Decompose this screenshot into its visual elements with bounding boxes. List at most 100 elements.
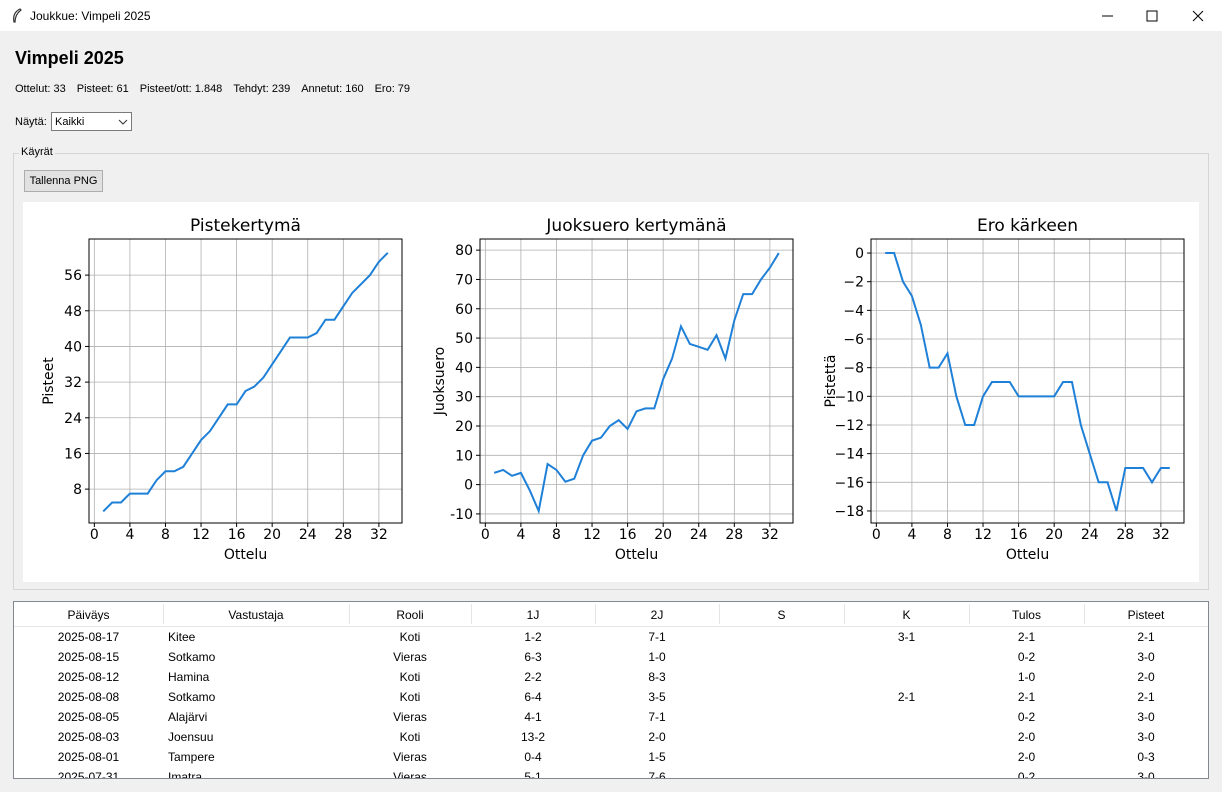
table-cell: 0-4 xyxy=(471,749,595,765)
x-tick-label: 32 xyxy=(370,527,388,543)
column-separator xyxy=(349,604,350,624)
y-tick-label: 32 xyxy=(64,375,82,391)
y-tick-label: −6 xyxy=(843,332,864,348)
x-tick-label: 16 xyxy=(619,527,637,543)
column-header: Rooli xyxy=(349,607,471,623)
column-header: Pisteet xyxy=(1084,607,1208,623)
column-header: K xyxy=(844,607,969,623)
table-cell: 2-1 xyxy=(969,689,1084,705)
table-cell: 0-2 xyxy=(969,709,1084,725)
y-tick-label: 10 xyxy=(455,448,473,464)
column-separator xyxy=(844,604,845,624)
data-line xyxy=(494,253,779,511)
column-header: Tulos xyxy=(969,607,1084,623)
table-cell: 13-2 xyxy=(471,729,595,745)
axes-frame xyxy=(89,239,402,523)
stat: Ero: 79 xyxy=(375,83,410,95)
y-tick-label: −4 xyxy=(843,303,864,319)
x-tick-label: 8 xyxy=(161,527,170,543)
x-tick-label: 0 xyxy=(90,527,99,543)
table-cell: 2025-08-03 xyxy=(14,729,163,745)
title-bar: Joukkue: Vimpeli 2025 xyxy=(0,0,1222,31)
table-cell: 1-2 xyxy=(471,629,595,645)
y-tick-label: −18 xyxy=(834,504,864,520)
x-tick-label: 0 xyxy=(481,527,490,543)
y-tick-label: -10 xyxy=(450,507,473,523)
x-tick-label: 20 xyxy=(263,527,281,543)
table-cell: 2-0 xyxy=(969,749,1084,765)
y-tick-label: 50 xyxy=(455,331,473,347)
table-cell: 0-3 xyxy=(1084,749,1208,765)
y-axis-label: Juoksuero xyxy=(432,347,448,416)
column-header: 1J xyxy=(471,607,595,623)
y-tick-label: 24 xyxy=(64,411,82,427)
table-cell: 2-1 xyxy=(969,629,1084,645)
table-cell: 2025-08-15 xyxy=(14,649,163,665)
x-tick-label: 28 xyxy=(725,527,743,543)
stat: Pisteet: 61 xyxy=(77,83,129,95)
x-tick-label: 24 xyxy=(690,527,708,543)
y-tick-label: −16 xyxy=(834,475,864,491)
x-tick-label: 4 xyxy=(125,527,134,543)
table-cell: Sotkamo xyxy=(168,649,354,665)
x-tick-label: 4 xyxy=(516,527,525,543)
y-tick-label: 60 xyxy=(455,302,473,318)
y-tick-label: −2 xyxy=(843,275,864,291)
axes-frame xyxy=(480,239,793,523)
data-line xyxy=(885,253,1170,511)
column-header: 2J xyxy=(595,607,719,623)
x-tick-label: 16 xyxy=(228,527,246,543)
table-cell: 7-1 xyxy=(595,629,719,645)
table-cell: Vieras xyxy=(349,749,471,765)
column-header: Päiväys xyxy=(14,607,163,623)
save-button[interactable]: Tallenna PNG xyxy=(24,170,103,192)
table-cell: 2-0 xyxy=(969,729,1084,745)
filter-label: Näytä: xyxy=(15,116,47,128)
stat: Annetut: 160 xyxy=(301,83,363,95)
table-cell: 7-6 xyxy=(595,769,719,779)
x-tick-label: 12 xyxy=(192,527,210,543)
table-cell: Tampere xyxy=(168,749,354,765)
table-cell: 2025-08-17 xyxy=(14,629,163,645)
table-cell: Vieras xyxy=(349,709,471,725)
table-cell: Koti xyxy=(349,629,471,645)
x-tick-label: 8 xyxy=(552,527,561,543)
table-cell: Joensuu xyxy=(168,729,354,745)
y-tick-label: −8 xyxy=(843,361,864,377)
x-tick-label: 12 xyxy=(974,527,992,543)
column-separator xyxy=(1084,604,1085,624)
window-controls[interactable] xyxy=(1100,8,1210,24)
x-axis-label: Ottelu xyxy=(1006,547,1049,563)
y-axis-label: Pisteet xyxy=(41,357,57,405)
table-cell: 2-1 xyxy=(1084,629,1208,645)
chart-title: Ero kärkeen xyxy=(977,216,1078,236)
table-cell: Alajärvi xyxy=(168,709,354,725)
table-cell: 1-0 xyxy=(969,669,1084,685)
table-cell: 4-1 xyxy=(471,709,595,725)
x-tick-label: 0 xyxy=(872,527,881,543)
column-separator xyxy=(595,604,596,624)
chart-title: Juoksuero kertymänä xyxy=(545,216,726,236)
filter-value: Kaikki xyxy=(55,116,84,128)
table-cell: 2-1 xyxy=(844,689,969,705)
table-cell: Vieras xyxy=(349,649,471,665)
x-tick-label: 20 xyxy=(654,527,672,543)
y-tick-label: 80 xyxy=(455,243,473,259)
column-separator xyxy=(969,604,970,624)
y-tick-label: 20 xyxy=(455,419,473,435)
table-cell: 7-1 xyxy=(595,709,719,725)
x-tick-label: 4 xyxy=(907,527,916,543)
table-cell: 3-1 xyxy=(844,629,969,645)
table-cell: 0-2 xyxy=(969,769,1084,779)
table-cell: Hamina xyxy=(168,669,354,685)
filter-select[interactable]: Kaikki xyxy=(51,112,132,131)
x-tick-label: 20 xyxy=(1045,527,1063,543)
y-tick-label: 8 xyxy=(73,482,82,498)
x-tick-label: 12 xyxy=(583,527,601,543)
y-tick-label: 30 xyxy=(455,390,473,406)
y-axis-label: Pistettä xyxy=(823,355,839,408)
table-cell: Vieras xyxy=(349,769,471,779)
y-tick-label: 0 xyxy=(464,478,473,494)
column-separator xyxy=(719,604,720,624)
